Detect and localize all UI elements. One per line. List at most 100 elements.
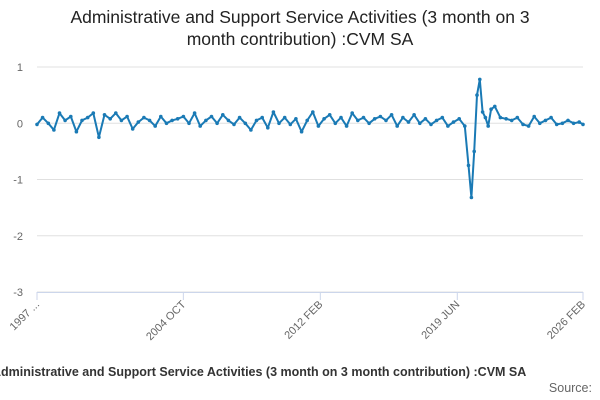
y-tick-label: 0 bbox=[17, 118, 23, 130]
data-point bbox=[80, 118, 84, 123]
data-point bbox=[187, 121, 191, 126]
data-point bbox=[478, 77, 482, 82]
data-point bbox=[282, 115, 287, 120]
data-point bbox=[463, 124, 467, 128]
x-tick-label: 2012 FEB bbox=[282, 299, 325, 342]
data-point bbox=[52, 128, 56, 132]
data-point bbox=[69, 114, 73, 119]
x-tick-label: 2026 FEB bbox=[545, 299, 588, 342]
data-point bbox=[475, 93, 479, 97]
data-point bbox=[521, 122, 525, 127]
data-point bbox=[549, 115, 553, 120]
y-tick-label: -3 bbox=[13, 287, 23, 299]
data-point bbox=[466, 163, 471, 168]
data-point bbox=[221, 113, 225, 117]
data-point bbox=[108, 117, 112, 121]
data-point bbox=[333, 121, 338, 126]
data-point bbox=[356, 118, 360, 123]
data-point bbox=[532, 114, 536, 119]
data-point bbox=[266, 126, 270, 130]
data-point bbox=[237, 115, 242, 120]
data-point bbox=[509, 118, 514, 123]
chart-title-line-2: month contribution) :CVM SA bbox=[186, 29, 414, 49]
data-point bbox=[423, 117, 428, 121]
data-point bbox=[243, 121, 248, 126]
data-point bbox=[254, 118, 259, 123]
data-point bbox=[192, 111, 197, 115]
data-point bbox=[434, 118, 439, 123]
data-point bbox=[577, 120, 581, 124]
x-tick-label: 2019 JUN bbox=[419, 299, 462, 342]
data-point bbox=[125, 114, 129, 119]
data-point bbox=[412, 113, 416, 117]
y-tick-label: -2 bbox=[13, 231, 23, 243]
data-point bbox=[538, 121, 542, 126]
data-point bbox=[153, 124, 157, 128]
data-point bbox=[175, 117, 180, 121]
series-layer bbox=[35, 77, 585, 200]
data-point bbox=[389, 113, 394, 117]
data-point bbox=[566, 118, 570, 123]
data-point bbox=[57, 111, 62, 115]
data-point bbox=[418, 121, 422, 126]
grid-layer bbox=[37, 66, 583, 293]
data-point bbox=[498, 115, 503, 120]
chart-title: Administrative and Support Service Activ… bbox=[0, 6, 600, 50]
data-point bbox=[350, 111, 355, 115]
data-point bbox=[311, 110, 315, 114]
data-point bbox=[74, 129, 79, 134]
data-point bbox=[181, 114, 186, 119]
data-point bbox=[159, 114, 163, 119]
data-point bbox=[170, 118, 174, 123]
data-point bbox=[136, 120, 141, 124]
y-tick-label: -1 bbox=[13, 175, 23, 187]
data-point bbox=[472, 149, 477, 154]
data-point bbox=[288, 122, 293, 127]
data-point bbox=[164, 121, 169, 126]
data-point bbox=[114, 111, 118, 115]
data-point bbox=[489, 107, 493, 111]
data-point bbox=[440, 115, 445, 120]
data-point bbox=[204, 118, 208, 123]
data-point bbox=[198, 124, 202, 128]
data-point bbox=[322, 117, 326, 121]
data-point bbox=[46, 121, 51, 126]
data-point bbox=[446, 124, 450, 128]
data-point bbox=[378, 114, 383, 119]
data-point bbox=[327, 113, 332, 117]
legend-series-label[interactable]: Administrative and Support Service Activ… bbox=[0, 365, 527, 379]
data-point bbox=[40, 115, 45, 120]
data-point bbox=[91, 111, 96, 115]
data-point bbox=[249, 128, 253, 132]
data-point bbox=[543, 118, 548, 123]
data-point bbox=[526, 124, 531, 128]
data-point bbox=[344, 124, 349, 128]
data-point bbox=[215, 121, 219, 126]
data-point bbox=[515, 115, 520, 120]
y-tick-label: 1 bbox=[17, 62, 23, 74]
data-point bbox=[406, 120, 411, 124]
data-point bbox=[226, 118, 231, 123]
data-point bbox=[451, 120, 456, 124]
data-point bbox=[85, 115, 90, 120]
data-point bbox=[384, 118, 388, 123]
data-point bbox=[504, 117, 508, 121]
data-point bbox=[367, 121, 371, 126]
data-point bbox=[277, 121, 281, 126]
data-point bbox=[480, 110, 485, 114]
data-point bbox=[294, 117, 298, 121]
data-point bbox=[232, 122, 236, 127]
source-label: Source: bbox=[548, 381, 592, 395]
x-tick-label: 2004 OCT bbox=[144, 298, 189, 343]
chart-title-line-1: Administrative and Support Service Activ… bbox=[70, 7, 530, 27]
data-point bbox=[209, 114, 214, 119]
data-point bbox=[35, 122, 39, 127]
data-point bbox=[486, 124, 491, 128]
data-point bbox=[395, 124, 400, 128]
x-tick-label: 1997 ... bbox=[8, 299, 42, 333]
data-point bbox=[457, 117, 462, 121]
data-point bbox=[305, 118, 310, 123]
data-point bbox=[119, 118, 124, 123]
